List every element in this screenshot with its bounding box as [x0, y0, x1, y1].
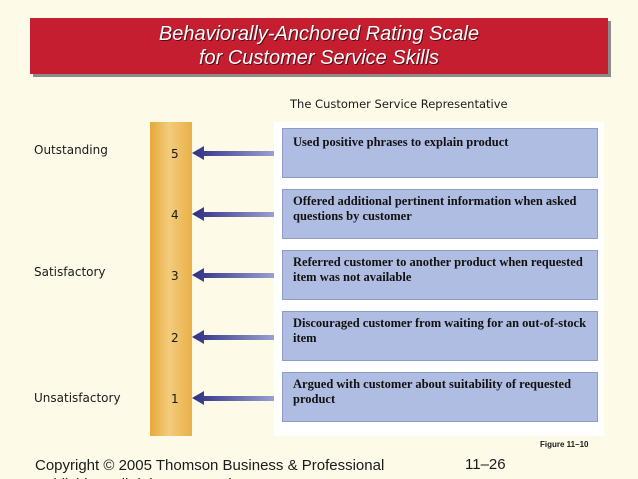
scale-number-3: 3 [171, 269, 179, 283]
anchor-text-1: Argued with customer about suitability o… [293, 377, 572, 406]
anchor-text-5: Used positive phrases to explain product [293, 135, 509, 149]
arrow-2 [192, 330, 274, 344]
arrow-4 [192, 207, 274, 221]
column-header: The Customer Service Representative [290, 97, 508, 111]
scale-number-4: 4 [171, 208, 179, 222]
level-label-outstanding: Outstanding [34, 143, 108, 157]
figure-label: Figure 11–10 [540, 440, 589, 449]
anchor-box-1: Argued with customer about suitability o… [282, 372, 598, 422]
arrow-1 [192, 391, 274, 405]
level-label-satisfactory: Satisfactory [34, 265, 106, 279]
title-line-2: for Customer Service Skills [198, 47, 440, 69]
title-line-1: Behaviorally-Anchored Rating Scale [158, 23, 480, 45]
anchor-box-5: Used positive phrases to explain product [282, 128, 598, 178]
anchor-text-4: Offered additional pertinent information… [293, 194, 577, 223]
arrow-5 [192, 146, 274, 160]
rating-scale-bar [150, 122, 192, 436]
anchor-box-4: Offered additional pertinent information… [282, 189, 598, 239]
level-label-unsatisfactory: Unsatisfactory [34, 391, 121, 405]
scale-number-5: 5 [171, 147, 179, 161]
page-number: 11–26 [465, 456, 506, 473]
title-banner: Behaviorally-Anchored Rating Scale for C… [30, 18, 608, 74]
anchor-text-2: Discouraged customer from waiting for an… [293, 316, 587, 345]
scale-number-1: 1 [171, 392, 179, 406]
arrow-3 [192, 268, 274, 282]
anchor-box-3: Referred customer to another product whe… [282, 250, 598, 300]
scale-number-2: 2 [171, 331, 179, 345]
anchor-text-3: Referred customer to another product whe… [293, 255, 583, 284]
anchor-box-2: Discouraged customer from waiting for an… [282, 311, 598, 361]
copyright-footer: Copyright © 2005 Thomson Business & Prof… [35, 457, 385, 479]
